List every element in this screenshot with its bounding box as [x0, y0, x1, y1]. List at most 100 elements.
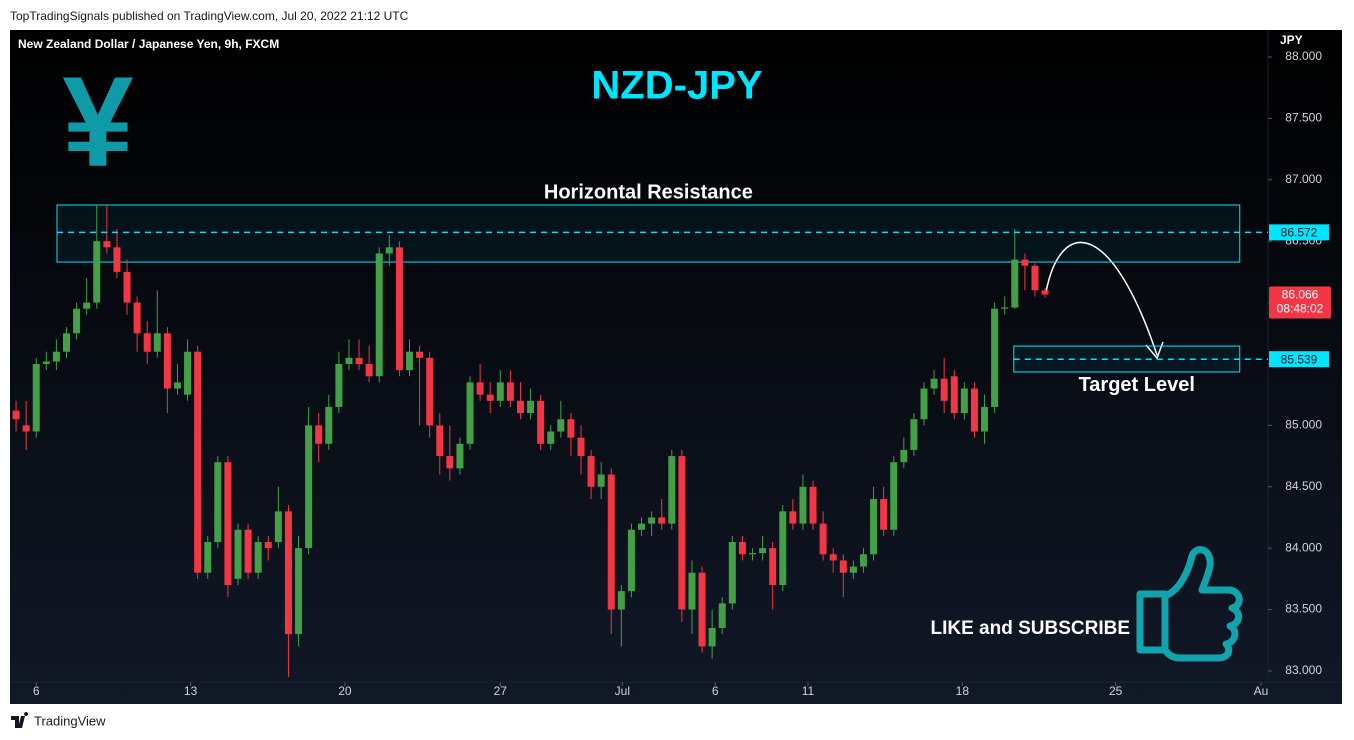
candle-body — [173, 382, 181, 389]
candle-body — [93, 241, 101, 303]
candle-body — [12, 410, 20, 420]
candle-body — [194, 351, 202, 573]
x-tick-label: 6 — [712, 684, 719, 698]
candle-body — [769, 548, 777, 585]
y-tick-label: 84.500 — [1285, 479, 1322, 493]
candle-body — [567, 419, 575, 438]
footer-logo — [11, 712, 29, 728]
zone — [56, 204, 1241, 263]
projection-arrow — [1045, 241, 1158, 356]
candle-body — [839, 560, 847, 573]
x-tick-label: Au — [1254, 684, 1269, 698]
candle-body — [718, 603, 726, 628]
candle-body — [42, 361, 50, 364]
thumb-hand — [1162, 546, 1243, 662]
header-text: TopTradingSignals published on TradingVi… — [10, 9, 409, 23]
candle-body — [991, 308, 999, 407]
candle-body — [849, 566, 857, 573]
candle-body — [305, 425, 313, 549]
candle-body — [819, 523, 827, 555]
candle-body — [153, 333, 161, 352]
candle-body — [627, 529, 635, 592]
candle-body — [829, 554, 837, 561]
chart-background — [10, 30, 1342, 704]
footer-text: TradingView — [34, 713, 106, 728]
candle-body — [759, 548, 767, 554]
candle-body — [940, 378, 948, 401]
candle-body — [970, 388, 978, 432]
candle-body — [516, 400, 524, 414]
candle-body — [385, 247, 393, 254]
candle-body — [405, 351, 413, 371]
candle-body — [163, 333, 171, 389]
candle-body — [295, 548, 303, 635]
candle-body — [184, 351, 192, 395]
candle-body — [688, 572, 696, 610]
candle-body — [123, 271, 131, 303]
candle-body — [708, 627, 716, 647]
candle-body — [607, 474, 615, 610]
candle-body — [738, 542, 746, 555]
candle-body — [880, 499, 888, 530]
candle-body — [496, 382, 504, 401]
x-tick-label: 13 — [184, 684, 198, 698]
zone-label: Horizontal Resistance — [544, 181, 753, 203]
candle-body — [890, 462, 898, 530]
countdown-label: 08:48:02 — [1277, 302, 1324, 316]
y-tick-label: 87.500 — [1285, 111, 1322, 125]
candle-body — [1011, 259, 1019, 308]
thumb-icon — [1136, 546, 1243, 662]
candle-body — [617, 591, 625, 610]
candle-body — [537, 400, 545, 444]
candle-body — [506, 382, 514, 401]
candle-body — [325, 406, 333, 444]
last-price-tag — [1269, 286, 1331, 319]
candle-body — [950, 376, 958, 414]
candle-body — [728, 542, 736, 604]
candle-body — [456, 443, 464, 469]
candle-body — [1041, 290, 1049, 295]
y-tick-label: 83.500 — [1285, 602, 1322, 616]
candle-body — [62, 333, 70, 352]
candle-body — [365, 363, 373, 377]
candle-body — [426, 357, 434, 426]
y-tick-label: 85.000 — [1285, 418, 1322, 432]
candle-body — [214, 462, 222, 543]
y-tick-label: 84.000 — [1285, 540, 1322, 554]
y-tick-label: 83.000 — [1285, 663, 1322, 677]
candle-body — [1021, 259, 1029, 266]
candle-body — [476, 382, 484, 395]
chart-title: NZD-JPY — [591, 64, 762, 108]
x-tick-label: Jul — [615, 684, 630, 698]
candle-body — [486, 394, 494, 401]
x-tick-label: 18 — [956, 684, 970, 698]
candle-body — [557, 419, 565, 432]
candle-body — [809, 486, 817, 524]
level-label: 86.572 — [1281, 226, 1318, 240]
candle-body — [83, 302, 91, 309]
y-tick-label: 88.000 — [1285, 49, 1322, 63]
candle-body — [335, 363, 343, 407]
candle-body — [315, 425, 323, 444]
candle-body — [527, 400, 535, 414]
candle-body — [274, 511, 282, 543]
candle-body — [436, 425, 444, 457]
candle-body — [900, 449, 908, 463]
chart-subtitle: New Zealand Dollar / Japanese Yen, 9h, F… — [18, 37, 279, 51]
candle-body — [446, 456, 454, 469]
candle-body — [547, 431, 555, 444]
candle-body — [395, 247, 403, 371]
yen-symbol: ¥ — [62, 51, 133, 194]
candle-body — [375, 253, 383, 377]
last-price-label: 86.066 — [1282, 288, 1319, 302]
candle-body — [103, 241, 111, 248]
candle-body — [244, 529, 252, 573]
level-tag — [1269, 351, 1329, 368]
y-tick-label: 87.000 — [1285, 172, 1322, 186]
candle-body — [587, 456, 595, 487]
candle-body — [355, 357, 363, 364]
currency-label: JPY — [1280, 33, 1303, 47]
candle-body — [930, 378, 938, 389]
candle-body — [143, 333, 151, 352]
candle-body — [466, 382, 474, 444]
